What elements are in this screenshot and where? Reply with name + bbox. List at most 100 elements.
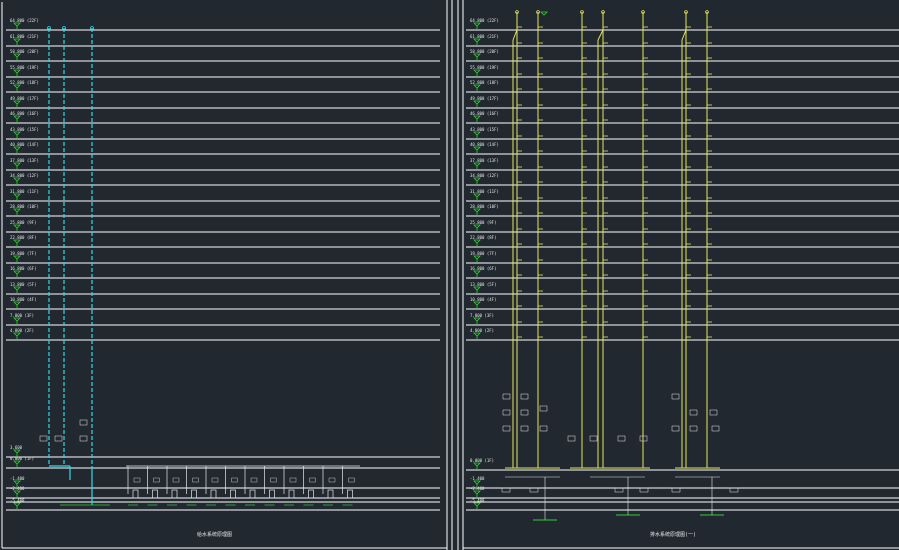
floor-elevation-label: 10.800 (4F) xyxy=(470,297,497,302)
floor-elevation-label: 19.800 (7F) xyxy=(470,251,497,256)
pipe-size-annotation xyxy=(328,477,336,483)
vent-cap-icon xyxy=(536,10,540,14)
pipe-size-annotation xyxy=(250,477,258,483)
level-marker-icon xyxy=(473,255,481,260)
pipe-size-annotation xyxy=(539,405,548,412)
floor-elevation-label: -5.400 xyxy=(10,498,25,503)
level-marker-icon xyxy=(473,84,481,89)
floor-elevation-label: 40.800 (14F) xyxy=(10,142,39,147)
pipe-size-annotation xyxy=(520,425,529,432)
pipe-size-annotation xyxy=(153,477,160,483)
pipe-size-annotation xyxy=(520,393,529,400)
floor-elevation-label: 55.800 (19F) xyxy=(10,65,39,70)
floor-elevation-label: 7.800 (3F) xyxy=(470,313,494,318)
floor-elevation-label: 10.800 (4F) xyxy=(10,297,37,302)
floor-elevation-label: 49.800 (17F) xyxy=(10,96,39,101)
level-marker-icon xyxy=(13,449,21,454)
floor-elevation-label: 37.800 (13F) xyxy=(10,158,39,163)
floor-elevation-label: 25.800 (9F) xyxy=(470,220,497,225)
level-marker-icon xyxy=(473,162,481,167)
floor-elevation-label: 0.000 (1F) xyxy=(10,456,34,461)
floor-elevation-label: 64.800 (22F) xyxy=(470,18,499,23)
level-marker-icon xyxy=(473,177,481,182)
level-marker-icon xyxy=(473,146,481,151)
floor-elevation-label: 55.800 (19F) xyxy=(470,65,499,70)
vent-cap-icon xyxy=(580,10,584,14)
pipe-size-annotation xyxy=(520,409,529,416)
pipe-size-annotation xyxy=(617,435,626,442)
level-marker-icon xyxy=(473,317,481,322)
vent-cap-icon xyxy=(515,10,519,14)
offset-vent xyxy=(597,29,604,41)
offset-vent xyxy=(512,29,518,41)
level-marker-icon xyxy=(473,100,481,105)
pipe-size-annotation xyxy=(502,393,511,400)
level-marker-icon xyxy=(13,84,21,89)
level-marker-icon xyxy=(13,53,21,58)
pipe-size-annotation xyxy=(192,477,199,483)
floor-elevation-label: -5.400 xyxy=(470,498,485,503)
level-marker-icon xyxy=(473,69,481,74)
level-marker-icon xyxy=(13,286,21,291)
level-marker-icon xyxy=(13,22,21,27)
floor-elevation-label: -1.400 xyxy=(10,476,25,481)
floor-elevation-label: 46.800 (16F) xyxy=(470,111,499,116)
floor-elevation-label: 16.800 (6F) xyxy=(470,266,497,271)
floor-elevation-label: 19.800 (7F) xyxy=(10,251,37,256)
level-marker-icon xyxy=(13,193,21,198)
level-marker-icon xyxy=(13,146,21,151)
riser-top-node-icon xyxy=(47,26,51,30)
level-marker-icon xyxy=(473,53,481,58)
level-marker-icon xyxy=(13,224,21,229)
right-drawing-panel: 64.800 (22F) 61.800 (21F) 58.800 (20F) 55.8… xyxy=(466,10,899,521)
floor-elevation-label: 28.800 (10F) xyxy=(10,204,39,209)
level-marker-icon xyxy=(473,270,481,275)
level-marker-icon xyxy=(13,100,21,105)
right-drawing-title: 排水系统原理图(一) xyxy=(650,531,696,538)
pipe-size-annotation xyxy=(671,393,680,400)
floor-elevation-label: 34.800 (12F) xyxy=(470,173,499,178)
pipe-size-annotation xyxy=(309,477,316,483)
floor-elevation-label: 43.800 (15F) xyxy=(10,127,39,132)
floor-elevation-label: -2.400 xyxy=(470,486,485,491)
left-drawing-panel: 64.800 (22F) 61.800 (21F) 58.800 (20F) 55.8… xyxy=(6,18,440,511)
level-marker-icon xyxy=(13,239,21,244)
floor-elevation-label: 13.800 (5F) xyxy=(470,282,497,287)
floor-elevation-label: 25.800 (9F) xyxy=(10,220,37,225)
level-marker-icon xyxy=(13,317,21,322)
pipe-size-annotation xyxy=(54,435,63,442)
level-marker-icon xyxy=(13,502,21,507)
pipe-size-annotation xyxy=(501,487,511,493)
floor-elevation-label: 40.800 (14F) xyxy=(470,142,499,147)
vent-cap-icon xyxy=(641,10,645,14)
floor-elevation-label: 4.800 (2F) xyxy=(10,328,34,333)
level-marker-icon xyxy=(13,332,21,337)
water-meter-icon xyxy=(249,489,256,499)
water-meter-icon xyxy=(327,489,334,499)
pipe-size-annotation xyxy=(639,435,648,442)
pipe-size-annotation xyxy=(529,487,539,493)
level-marker-icon xyxy=(473,115,481,120)
floor-elevation-label: 13.800 (5F) xyxy=(10,282,37,287)
floor-elevation-label: 31.800 (11F) xyxy=(10,189,39,194)
level-marker-icon xyxy=(13,270,21,275)
pipe-size-annotation xyxy=(79,435,88,442)
pipe-size-annotation xyxy=(711,425,720,432)
water-meter-icon xyxy=(308,489,314,499)
level-marker-icon xyxy=(473,480,481,485)
level-marker-icon xyxy=(13,131,21,136)
pipe-size-annotation xyxy=(671,487,681,493)
water-meter-icon xyxy=(230,489,236,499)
level-marker-icon xyxy=(13,480,21,485)
floor-elevation-label: 58.800 (20F) xyxy=(10,49,39,54)
floor-elevation-label: 7.800 (3F) xyxy=(10,313,34,318)
pipe-size-annotation xyxy=(689,425,698,432)
level-marker-icon xyxy=(13,69,21,74)
level-marker-icon xyxy=(13,255,21,260)
pipe-size-annotation xyxy=(289,477,297,483)
water-meter-icon xyxy=(132,489,139,499)
riser-top-node-icon xyxy=(62,26,66,30)
level-marker-icon xyxy=(473,332,481,337)
level-marker-icon xyxy=(13,460,21,465)
floor-elevation-label: 49.800 (17F) xyxy=(470,96,499,101)
